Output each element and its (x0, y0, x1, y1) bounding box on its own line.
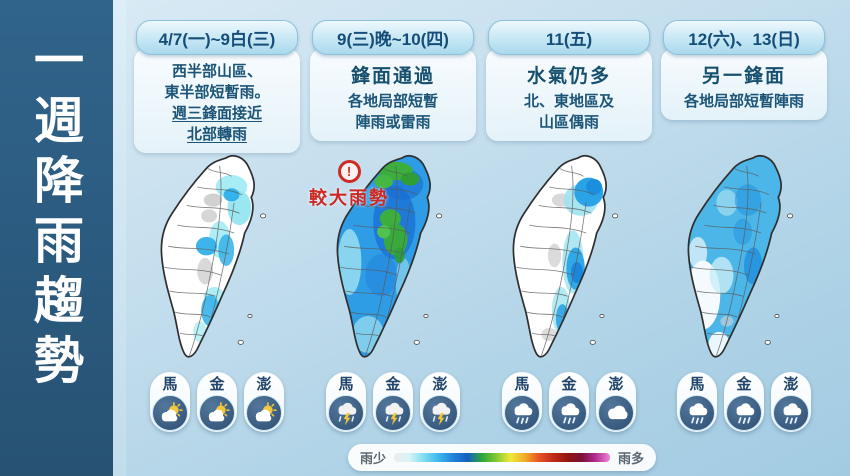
island-forecast: 澎 (596, 372, 636, 432)
exclamation-icon: ! (337, 160, 361, 183)
rain-amount-legend: 雨少 雨多 (348, 444, 656, 471)
island-label: 金 (736, 376, 752, 393)
description-line: 各地局部短暫陣雨 (683, 93, 804, 110)
island-forecast: 金 (197, 372, 237, 432)
weather-icon (199, 395, 235, 431)
forecast-description: 水氣仍多 北、東地區及 山區偶雨 (486, 49, 652, 141)
island-forecast: 澎 (244, 372, 284, 432)
description-line: 北、東地區及 (523, 93, 614, 110)
description-line-underlined: 週三鋒面接近 (171, 105, 262, 122)
island-label: 金 (561, 376, 577, 393)
weather-icon (551, 395, 587, 431)
island-forecast: 金 (373, 372, 413, 432)
weather-icon (328, 395, 364, 431)
rain-intensity-gradient (394, 453, 610, 462)
page-title: 一週降雨趨勢 (27, 34, 83, 394)
description-line: 陣雨或雷雨 (355, 114, 431, 131)
description-line: 西半部山區、 (171, 63, 262, 80)
description-line-underlined: 北部轉雨 (186, 126, 247, 143)
taiwan-map-svg (336, 154, 443, 358)
sidebar (0, 0, 113, 476)
legend-high-label: 雨多 (617, 451, 644, 466)
taiwan-map-svg (160, 154, 267, 358)
island-forecast: 馬 (502, 372, 542, 432)
weather-icon (679, 395, 715, 431)
island-label: 馬 (514, 376, 530, 393)
date-range: 11(五) (488, 20, 650, 55)
taiwan-rain-map (670, 150, 818, 374)
taiwan-rain-map (495, 150, 643, 374)
island-forecast: 澎 (771, 372, 811, 432)
description-line: 各地局部短暫 (347, 93, 438, 110)
description-line: 山區偶雨 (538, 114, 599, 131)
island-forecast-row: 馬 金 澎 (326, 372, 460, 432)
island-label: 澎 (256, 376, 272, 393)
weather-icon (246, 395, 282, 431)
weather-icon (152, 395, 188, 431)
island-forecast: 澎 (420, 372, 460, 432)
description-headline: 水氣仍多 (526, 66, 611, 87)
forecast-panel-4: 12(六)、13(日) 另一鋒面 各地局部短暫陣雨 (659, 20, 829, 432)
legend-low-label: 雨少 (360, 451, 387, 466)
weather-icon (598, 395, 634, 431)
island-label: 馬 (689, 376, 705, 393)
weather-icon (504, 395, 540, 431)
island-forecast: 金 (724, 372, 764, 432)
description-line: 東半部短暫雨。 (164, 84, 270, 101)
taiwan-rain-map (319, 150, 467, 374)
forecast-panel-1: 4/7(一)~9白(三) 西半部山區、 東半部短暫雨。 週三鋒面接近 北部轉雨 (132, 20, 302, 432)
island-label: 澎 (783, 376, 799, 393)
island-label: 馬 (162, 376, 178, 393)
weather-icon (422, 395, 458, 431)
island-label: 馬 (338, 376, 354, 393)
weather-icon (773, 395, 809, 431)
weather-icon (726, 395, 762, 431)
sidebar-divider (113, 0, 126, 476)
description-headline: 另一鋒面 (701, 66, 786, 87)
description-headline: 鋒面通過 (350, 66, 435, 87)
island-forecast: 馬 (677, 372, 717, 432)
forecast-panel-2: 9(三)晚~10(四) 鋒面通過 各地局部短暫 陣雨或雷雨 (308, 20, 478, 432)
forecast-panel-3: 11(五) 水氣仍多 北、東地區及 山區偶雨 (484, 20, 654, 432)
date-range: 12(六)、13(日) (663, 20, 825, 55)
island-label: 金 (385, 376, 401, 393)
heavy-rain-label: 較大雨勢 (309, 188, 389, 208)
taiwan-rain-map (143, 150, 291, 374)
date-range: 4/7(一)~9白(三) (136, 20, 298, 55)
island-forecast-row: 馬 金 澎 (502, 372, 636, 432)
island-label: 澎 (608, 376, 624, 393)
heavy-rain-annotation: ! 較大雨勢 (288, 160, 410, 210)
taiwan-map-svg (512, 154, 619, 358)
forecast-description: 鋒面通過 各地局部短暫 陣雨或雷雨 (310, 49, 476, 141)
island-forecast: 馬 (150, 372, 190, 432)
forecast-description: 西半部山區、 東半部短暫雨。 週三鋒面接近 北部轉雨 (134, 49, 300, 153)
weather-icon (375, 395, 411, 431)
island-forecast: 馬 (326, 372, 366, 432)
taiwan-map-svg (687, 154, 794, 358)
forecast-description: 另一鋒面 各地局部短暫陣雨 (661, 49, 827, 120)
island-forecast-row: 馬 金 澎 (677, 372, 811, 432)
island-forecast-row: 馬 金 澎 (150, 372, 284, 432)
island-label: 金 (209, 376, 225, 393)
date-range: 9(三)晚~10(四) (312, 20, 474, 55)
island-forecast: 金 (549, 372, 589, 432)
island-label: 澎 (432, 376, 448, 393)
